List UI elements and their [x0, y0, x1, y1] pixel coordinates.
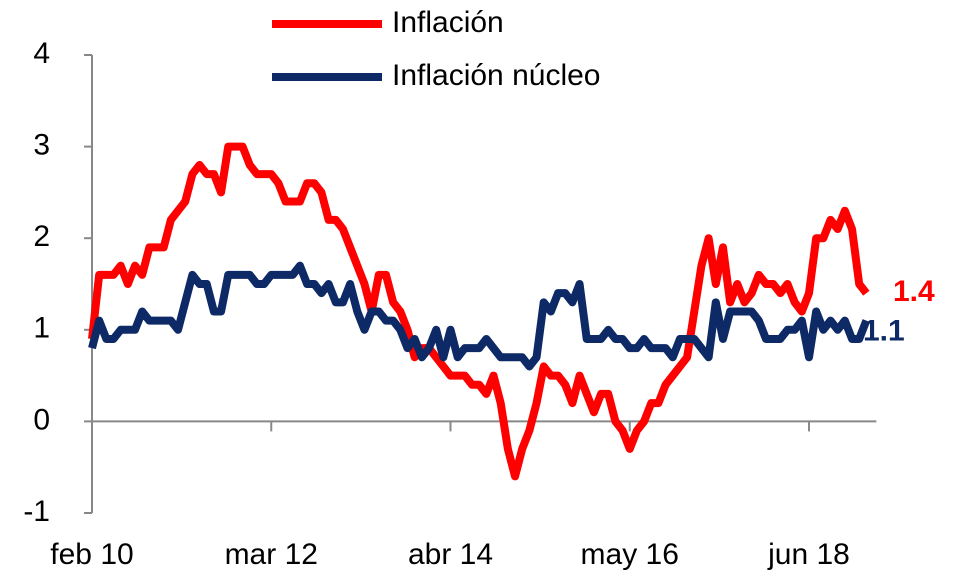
- x-tick-label: jun 18: [767, 538, 850, 571]
- x-tick-label: abr 14: [408, 538, 493, 571]
- legend-label: Inflación núcleo: [392, 59, 600, 92]
- end-label: 1.1: [863, 315, 905, 348]
- y-tick-label: 2: [33, 220, 50, 253]
- y-tick-label: 0: [33, 403, 50, 436]
- x-tick-label: feb 10: [50, 538, 133, 571]
- y-tick-label: -1: [23, 495, 50, 528]
- series-line: [88, 261, 871, 371]
- y-tick-label: 1: [33, 312, 50, 345]
- x-tick-label: may 16: [581, 538, 679, 571]
- series-line: [88, 142, 870, 481]
- legend-label: Inflación: [392, 6, 504, 39]
- x-tick-label: mar 12: [225, 538, 318, 571]
- y-tick-label: 3: [33, 129, 50, 162]
- end-label: 1.4: [893, 275, 935, 308]
- y-tick-label: 4: [33, 37, 50, 70]
